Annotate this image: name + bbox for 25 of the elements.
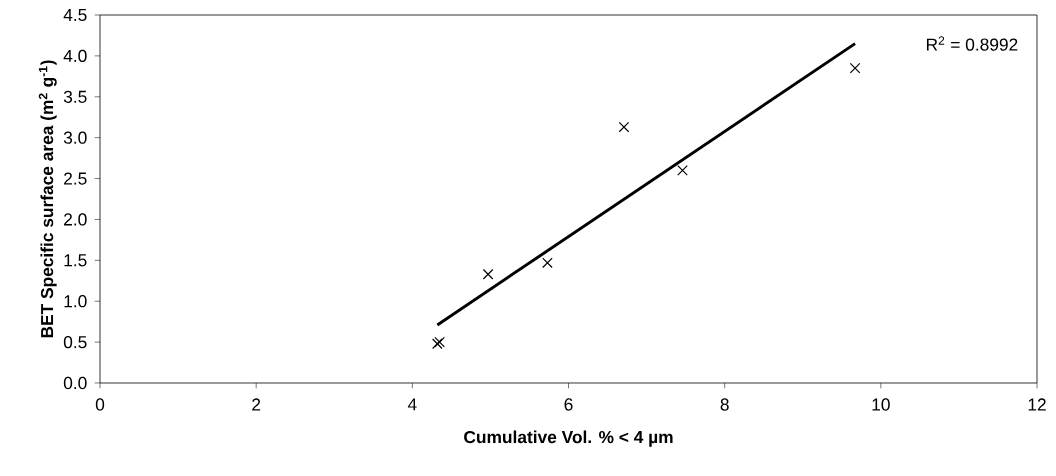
- y-tick-label: 3.5: [63, 90, 87, 103]
- y-tick-label: 0.5: [63, 335, 87, 349]
- x-tick-label: 0: [95, 398, 105, 411]
- point: [849, 62, 861, 74]
- x-tick-label: 12: [1028, 398, 1046, 411]
- y-tick-label: 1.5: [64, 254, 87, 267]
- point: [677, 165, 688, 176]
- x-tick-label: 6: [564, 398, 573, 411]
- y-tick-label: 4.5: [63, 8, 87, 22]
- x-tick-label: 10: [872, 398, 890, 411]
- y-axis-title: BET Specific surface area (m$^{2}$ g$^{-1}$): [38, 60, 57, 338]
- x-tick-label: 8: [720, 398, 729, 411]
- y-tick-label: 0.0: [63, 376, 87, 390]
- x-tick-label: 2: [252, 398, 261, 411]
- y-tick-label: 2.5: [64, 172, 87, 185]
- annotation: R$^{2}$ = 0.8992: [926, 36, 1018, 51]
- x-axis-title: Cumulative Vol. % < 4 µm: [464, 430, 673, 447]
- point: [542, 257, 553, 269]
- y-tick-label: 3.0: [63, 131, 87, 144]
- point: [618, 121, 630, 133]
- point: [482, 268, 494, 280]
- y-tick-label: 4.0: [63, 49, 87, 63]
- x-tick-label: 4: [407, 398, 417, 411]
- y-tick-label: 2.0: [64, 213, 87, 226]
- y-tick-label: 1.0: [64, 295, 87, 308]
